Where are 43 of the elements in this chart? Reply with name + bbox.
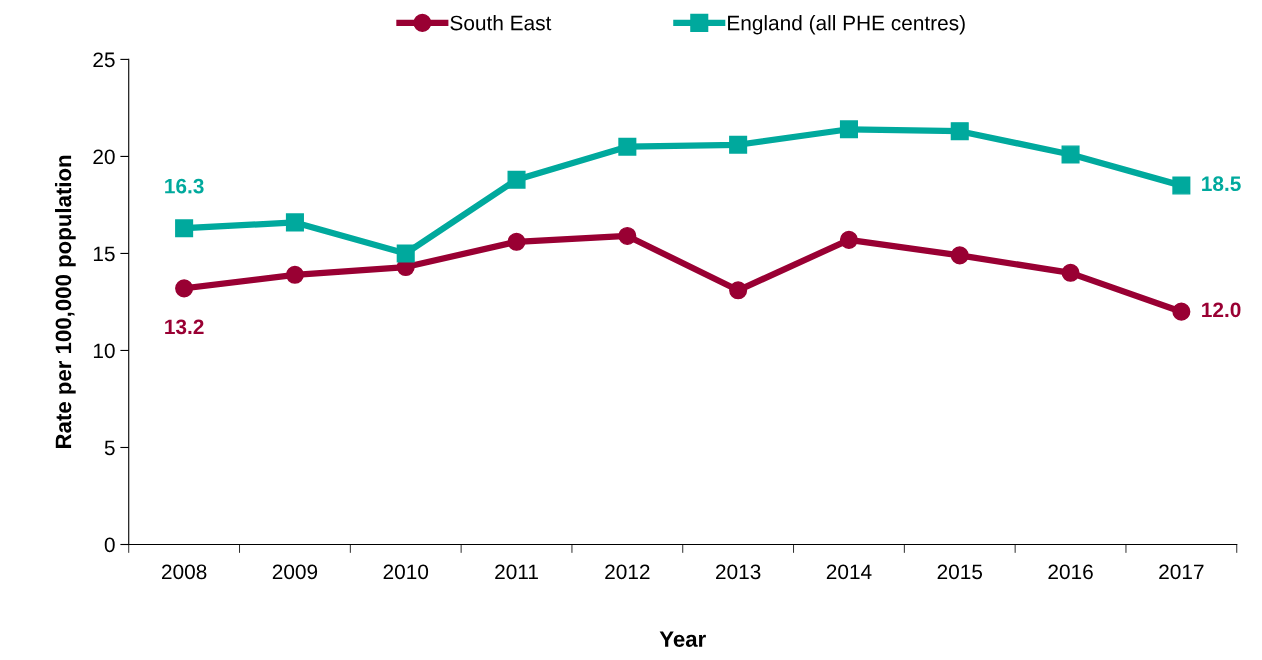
x-tick-label: 2014 [826,564,872,580]
point [839,230,858,249]
legend-label: South East [450,15,552,31]
point [285,265,304,284]
point [1172,302,1191,321]
point [729,135,748,154]
x-tick-label: 2008 [162,564,207,580]
point [1172,176,1191,195]
y-tick-label: 10 [93,343,115,359]
point [729,281,748,300]
x-axis-title: Year [659,631,706,647]
x-tick-label: 2017 [1159,564,1204,580]
point [396,244,415,263]
point [618,137,637,156]
point [950,122,969,141]
legend-label: England (all PHE centres) [728,15,965,35]
y-tick-label: 20 [93,149,115,165]
point [175,279,194,298]
x-tick-label: 2013 [716,564,761,580]
x-tick-label: 2010 [383,564,429,580]
point [839,120,858,139]
x-tick-label: 2016 [1048,564,1093,580]
data-label: 12.0 [1202,302,1241,318]
point [618,226,637,246]
data-label: 13.2 [165,319,204,335]
point [507,232,526,251]
x-tick-label: 2009 [272,564,318,580]
point [285,213,304,232]
x-tick-label: 2011 [495,564,538,580]
x-tick-label: 2012 [605,564,650,580]
y-tick-label: 25 [93,52,115,68]
point [950,246,969,265]
y-tick-label: 15 [93,246,115,262]
point [175,219,194,238]
y-tick-label: 5 [104,440,115,456]
point [1061,263,1080,282]
point [507,170,526,189]
y-tick-label: 0 [104,537,115,553]
y-axis-title: Rate per 100,000 population [54,155,76,449]
x-tick-label: 2015 [937,564,983,580]
point [1061,145,1080,164]
data-label: 16.3 [165,178,204,194]
data-label: 18.5 [1202,176,1241,192]
